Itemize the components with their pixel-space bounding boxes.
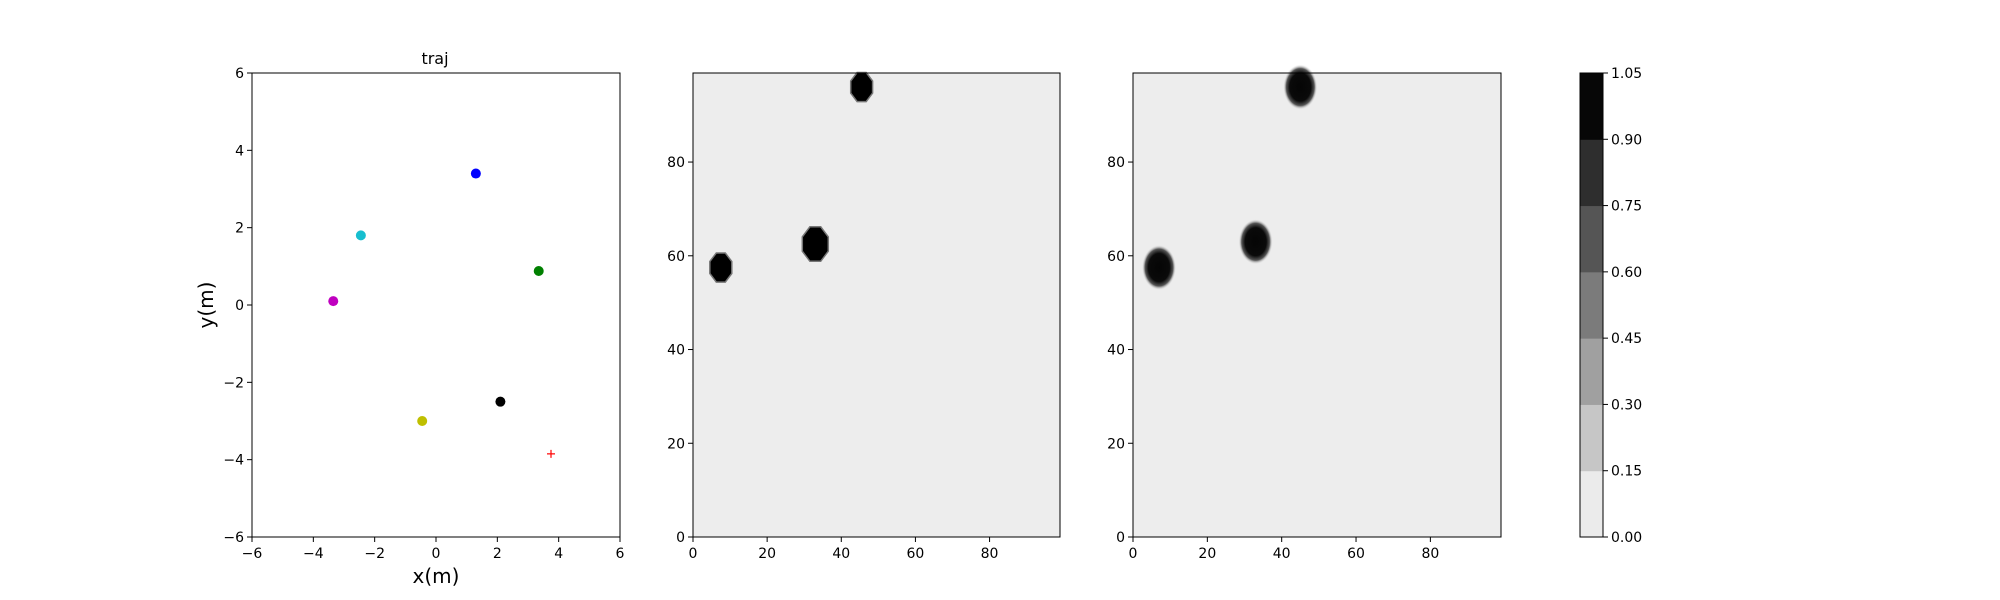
scatter-point xyxy=(470,168,481,179)
scatter-y-tick-label: 6 xyxy=(235,66,244,82)
colorbar-tick-label: 0.00 xyxy=(1611,530,1642,546)
heatmap-2-x-tick-label: 0 xyxy=(1129,546,1138,562)
scatter-x-tick-label: 2 xyxy=(493,546,502,562)
scatter-x-tick-label: 6 xyxy=(616,546,625,562)
scatter-plot-area xyxy=(251,72,621,538)
colorbar-segment xyxy=(1580,73,1603,140)
heatmap-2-y-tick-label: 40 xyxy=(1107,343,1125,359)
trajectory-scatter-panel: traj −6 −4 −2 0 2 4 6 −6 −4 −2 0 2 4 6 x(m) y(m) xyxy=(194,49,625,588)
colorbar-tick-label: 0.30 xyxy=(1611,397,1642,413)
colorbar-tick-label: 0.60 xyxy=(1611,265,1642,281)
colorbar: 0.00 0.15 0.30 0.45 0.60 0.75 0.90 1.05 xyxy=(1579,66,1642,546)
colorbar-tick-label: 0.45 xyxy=(1611,331,1642,347)
colorbar-tick-label: 0.15 xyxy=(1611,464,1642,480)
scatter-points xyxy=(328,168,555,458)
heatmap-2-frame xyxy=(1132,72,1502,538)
heatmap-1-y-tick-label: 40 xyxy=(667,343,685,359)
colorbar-segment xyxy=(1580,338,1603,405)
colorbar-segment xyxy=(1580,139,1603,207)
scatter-y-tick-label: 2 xyxy=(235,221,244,237)
scatter-point xyxy=(417,416,428,426)
heatmap-2-y-tick-label: 60 xyxy=(1107,249,1125,265)
heatmap-2-y-tick-label: 20 xyxy=(1107,436,1125,452)
scatter-y-tick-label: 4 xyxy=(235,143,244,159)
scatter-y-tick-label: −2 xyxy=(223,375,244,391)
heatmap-1-blob xyxy=(801,226,830,263)
heatmap-2-blobs xyxy=(1141,64,1318,291)
heatmap-1-x-tick-label: 80 xyxy=(981,546,999,562)
heatmap-1-blob xyxy=(709,252,733,283)
scatter-x-tick-label: 0 xyxy=(432,546,441,562)
colorbar-ticks: 0.00 0.15 0.30 0.45 0.60 0.75 0.90 1.05 xyxy=(1603,66,1642,546)
heatmap-1-x-tick-label: 0 xyxy=(689,546,698,562)
heatmap-2-y-tick-label: 0 xyxy=(1116,530,1125,546)
heatmap-1-frame xyxy=(692,72,1061,538)
heatmap-2-x-tick-label: 80 xyxy=(1421,546,1439,562)
scatter-y-tick-label: −4 xyxy=(223,453,244,469)
heatmap-1-background xyxy=(693,73,1060,537)
heatmap-1-y-tick-label: 0 xyxy=(676,530,685,546)
heatmap-2-background xyxy=(1133,73,1501,537)
scatter-y-axis-label: y(m) xyxy=(194,282,218,329)
scatter-y-tick-label: 0 xyxy=(235,298,244,314)
occupancy-heatmap-panel-1: 0 20 40 60 80 0 20 40 60 80 xyxy=(667,71,1061,562)
heatmap-1-y-tick-label: 60 xyxy=(667,249,685,265)
heatmap-2-y-tick-label: 80 xyxy=(1107,155,1125,171)
scatter-point xyxy=(355,230,366,241)
scatter-x-ticks: −6 −4 −2 0 2 4 6 xyxy=(242,537,625,562)
scatter-point xyxy=(328,296,339,307)
heatmap-2-x-ticks: 0 20 40 60 80 xyxy=(1129,537,1439,562)
scatter-x-tick-label: 4 xyxy=(554,546,563,562)
colorbar-segment xyxy=(1580,205,1603,273)
occupancy-heatmap-panel-2: 0 20 40 60 80 0 20 40 60 80 xyxy=(1107,64,1502,562)
heatmap-2-y-ticks: 0 20 40 60 80 xyxy=(1107,155,1133,546)
colorbar-tick-label: 1.05 xyxy=(1611,66,1642,82)
heatmap-1-y-tick-label: 80 xyxy=(667,155,685,171)
colorbar-frame xyxy=(1579,72,1604,538)
heatmap-2-blob xyxy=(1283,64,1318,110)
heatmap-1-x-ticks: 0 20 40 60 80 xyxy=(689,537,999,562)
colorbar-segment xyxy=(1580,470,1603,538)
heatmap-1-x-tick-label: 60 xyxy=(907,546,925,562)
heatmap-1-blobs xyxy=(709,71,874,283)
heatmap-2-blob xyxy=(1238,219,1273,265)
colorbar-tick-label: 0.90 xyxy=(1611,132,1642,148)
scatter-point xyxy=(495,396,506,407)
heatmap-2-blob xyxy=(1141,244,1177,291)
colorbar-tick-label: 0.75 xyxy=(1611,199,1642,215)
heatmap-1-y-tick-label: 20 xyxy=(667,436,685,452)
heatmap-1-blob xyxy=(849,71,874,103)
scatter-x-tick-label: −6 xyxy=(242,546,263,562)
heatmap-2-x-tick-label: 20 xyxy=(1198,546,1216,562)
heatmap-2-x-tick-label: 60 xyxy=(1347,546,1365,562)
colorbar-segments xyxy=(1580,73,1603,538)
scatter-x-tick-label: −4 xyxy=(303,546,324,562)
heatmap-2-x-tick-label: 40 xyxy=(1273,546,1291,562)
scatter-y-tick-label: −6 xyxy=(223,530,244,546)
scatter-point xyxy=(533,265,544,276)
colorbar-segment xyxy=(1580,404,1603,472)
scatter-title: traj xyxy=(421,49,448,68)
scatter-x-tick-label: −2 xyxy=(364,546,385,562)
scatter-x-axis-label: x(m) xyxy=(413,564,460,588)
colorbar-segment xyxy=(1580,271,1603,339)
heatmap-1-x-tick-label: 40 xyxy=(832,546,850,562)
heatmap-1-y-ticks: 0 20 40 60 80 xyxy=(667,155,693,546)
scatter-y-ticks: −6 −4 −2 0 2 4 6 xyxy=(223,66,252,546)
heatmap-1-x-tick-label: 20 xyxy=(758,546,776,562)
